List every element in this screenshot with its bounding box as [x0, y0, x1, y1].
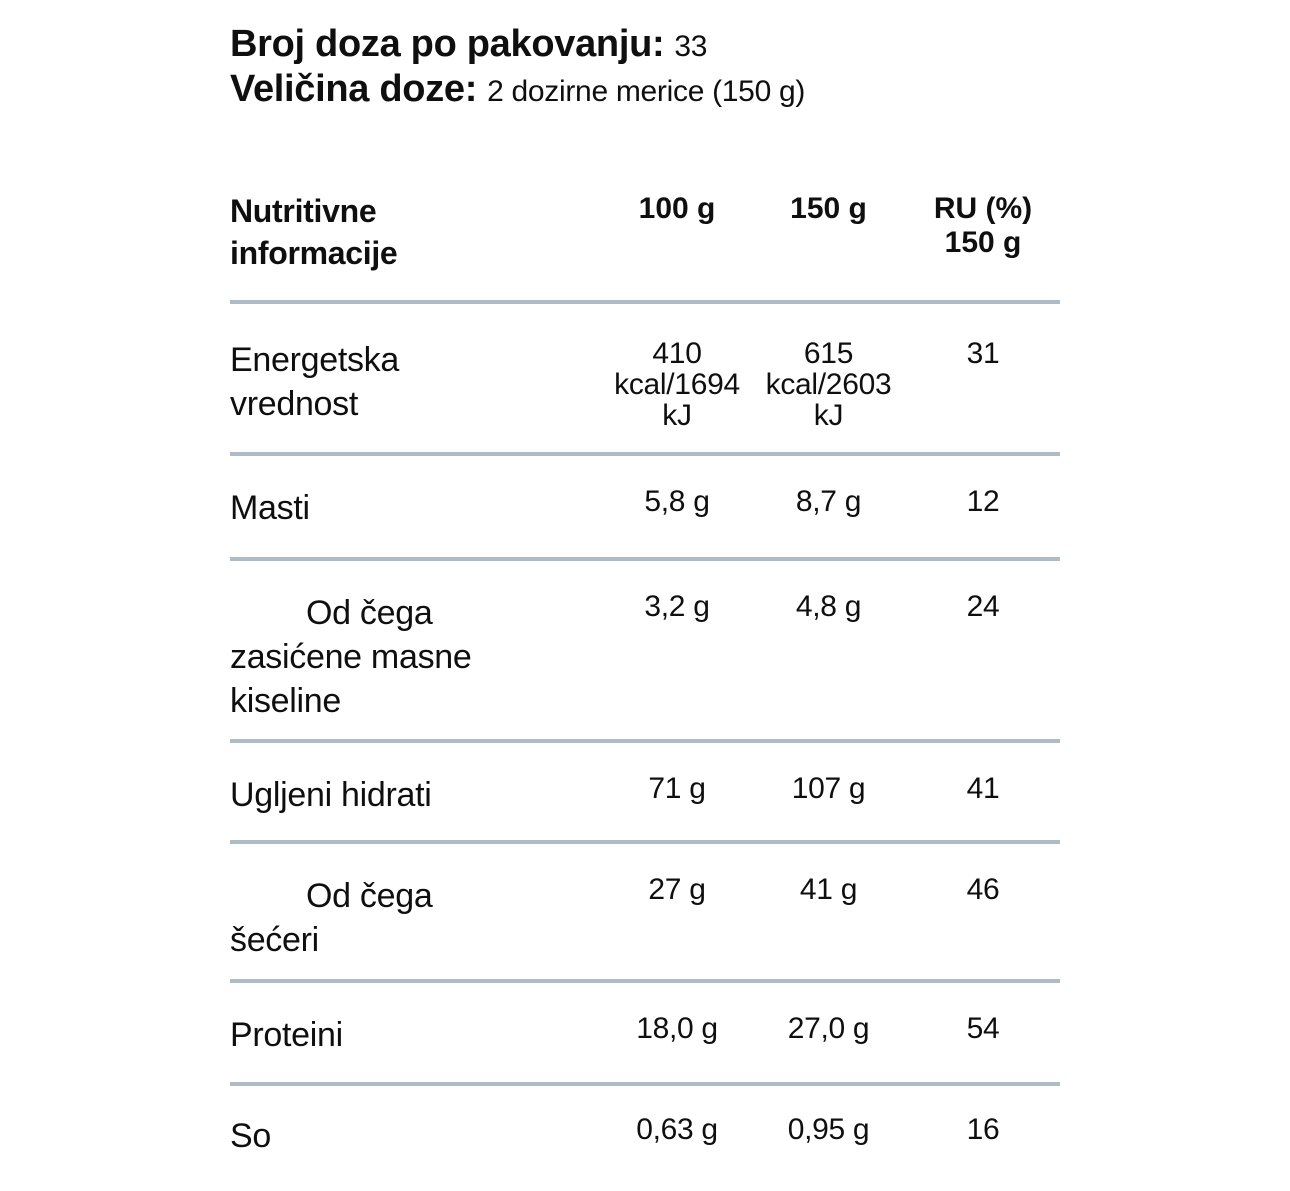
- value-150g: 4,8 g: [795, 590, 862, 623]
- value-ru-percent: 41: [966, 772, 1000, 805]
- nutrient-label: Proteini: [230, 1016, 343, 1054]
- nutrient-label: Energetska vrednost: [230, 341, 399, 423]
- serving-info: Broj doza po pakovanju: 33 Veličina doze:…: [230, 22, 1060, 112]
- row-divider: [230, 452, 1060, 456]
- table-row-salt: So 0,63 g 0,95 g 16: [230, 1086, 1060, 1191]
- nutrient-label: So: [230, 1117, 271, 1155]
- serving-size-label: Veličina doze:: [230, 68, 478, 110]
- table-title: Nutritivne informacije: [230, 193, 398, 271]
- value-150g: 8,7 g: [795, 485, 862, 518]
- value-100g: 27 g: [648, 873, 706, 906]
- column-header-ru-percent: RU (%) 150 g: [933, 192, 1033, 259]
- row-divider: [230, 1082, 1060, 1086]
- row-divider: [230, 979, 1060, 983]
- value-ru-percent: 31: [966, 337, 1000, 370]
- value-100g: 410 kcal/1694 kJ: [614, 337, 740, 432]
- value-150g: 0,95 g: [787, 1113, 870, 1146]
- nutrient-label: Od čega šećeri: [230, 877, 433, 959]
- column-header-150g: 150 g: [790, 192, 867, 225]
- value-150g: 41 g: [799, 873, 858, 906]
- servings-per-pack-label: Broj doza po pakovanju:: [230, 23, 665, 65]
- nutrient-label: Masti: [230, 489, 310, 527]
- value-ru-percent: 54: [966, 1012, 1000, 1045]
- table-row-fat: Masti 5,8 g 8,7 g 12: [230, 456, 1060, 557]
- row-divider: [230, 300, 1060, 304]
- row-divider: [230, 557, 1060, 561]
- value-100g: 18,0 g: [636, 1012, 718, 1045]
- table-row-saturated-fat: Od čega zasićene masne kiseline 3,2 g 4,…: [230, 561, 1060, 739]
- serving-size-line: Veličina doze: 2 dozirne merice (150 g): [230, 67, 1060, 112]
- table-header-row: Nutritivne informacije 100 g 150 g RU (%…: [230, 190, 1060, 300]
- nutrition-table: Nutritivne informacije 100 g 150 g RU (%…: [230, 190, 1060, 1191]
- nutrition-label: Broj doza po pakovanju: 33 Veličina doze:…: [230, 22, 1060, 1191]
- table-row-protein: Proteini 18,0 g 27,0 g 54: [230, 983, 1060, 1082]
- value-ru-percent: 12: [966, 485, 1000, 518]
- value-ru-percent: 16: [966, 1113, 1000, 1146]
- nutrient-label: Ugljeni hidrati: [230, 776, 432, 814]
- value-150g: 107 g: [791, 772, 866, 805]
- value-100g: 71 g: [648, 772, 706, 805]
- nutrient-label: Od čega zasićene masne kiseline: [230, 594, 472, 720]
- row-divider: [230, 840, 1060, 844]
- value-ru-percent: 46: [966, 873, 1000, 906]
- value-150g: 615 kcal/2603 kJ: [765, 337, 892, 432]
- servings-per-pack-line: Broj doza po pakovanju: 33: [230, 22, 1060, 67]
- row-divider: [230, 739, 1060, 743]
- value-150g: 27,0 g: [787, 1012, 870, 1045]
- value-ru-percent: 24: [966, 590, 1000, 623]
- value-100g: 3,2 g: [644, 590, 710, 623]
- serving-size-value: 2 dozirne merice (150 g): [487, 75, 806, 108]
- table-row-energy: Energetska vrednost 410 kcal/1694 kJ 615…: [230, 304, 1060, 452]
- table-row-sugars: Od čega šećeri 27 g 41 g 46: [230, 844, 1060, 979]
- table-row-carbohydrates: Ugljeni hidrati 71 g 107 g 41: [230, 743, 1060, 840]
- value-100g: 0,63 g: [636, 1113, 718, 1146]
- value-100g: 5,8 g: [644, 485, 710, 518]
- servings-per-pack-value: 33: [674, 30, 708, 63]
- column-header-100g: 100 g: [638, 192, 716, 225]
